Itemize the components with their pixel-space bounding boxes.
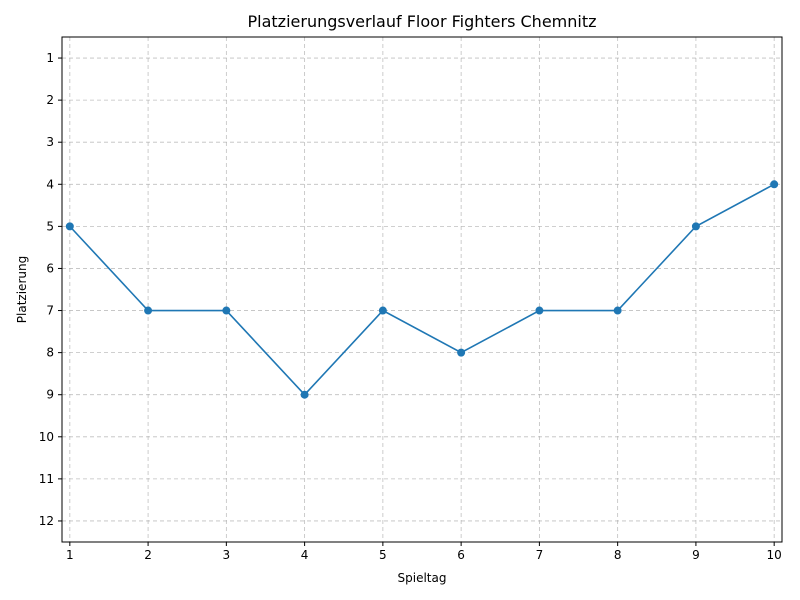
x-tick-label: 8 [614, 548, 622, 562]
plot-frame [61, 36, 783, 543]
data-point [770, 180, 779, 189]
y-tick-label: 9 [46, 388, 54, 402]
x-tick-label: 2 [144, 548, 152, 562]
series-line [69, 183, 775, 396]
y-tick-label: 2 [46, 93, 54, 107]
y-tick-label: 7 [46, 304, 54, 318]
y-tick-label: 4 [46, 177, 54, 191]
x-tick-label: 7 [536, 548, 544, 562]
y-tick-label: 10 [39, 430, 54, 444]
y-tick-label: 1 [46, 51, 54, 65]
data-point [300, 390, 309, 399]
x-tick-label: 6 [457, 548, 465, 562]
y-tick-label: 8 [46, 346, 54, 360]
y-tick-label: 11 [39, 472, 54, 486]
x-tick-label: 10 [767, 548, 782, 562]
data-point [144, 306, 153, 315]
x-tick-label: 1 [66, 548, 74, 562]
x-tick-label: 9 [692, 548, 700, 562]
y-tick-label: 5 [46, 219, 54, 233]
data-point [378, 306, 387, 315]
x-tick-label: 4 [301, 548, 309, 562]
series-layer [65, 180, 779, 399]
y-tick-label: 6 [46, 261, 54, 275]
x-axis-label: Spieltag [398, 571, 447, 585]
data-point [613, 306, 622, 315]
data-point [691, 222, 700, 231]
x-tick-label: 5 [379, 548, 387, 562]
y-axis-label: Platzierung [15, 256, 29, 323]
chart-title: Platzierungsverlauf Floor Fighters Chemn… [248, 12, 597, 31]
data-point [65, 222, 74, 231]
y-tick-label: 3 [46, 135, 54, 149]
data-point [457, 348, 466, 357]
grid-lines [62, 37, 782, 542]
data-point [535, 306, 544, 315]
x-tick-label: 3 [223, 548, 231, 562]
y-tick-label: 12 [39, 514, 54, 528]
data-point [222, 306, 231, 315]
